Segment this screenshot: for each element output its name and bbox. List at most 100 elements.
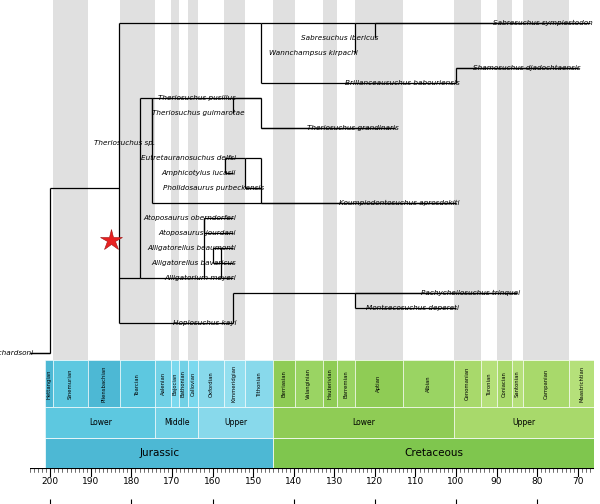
Bar <box>188 360 199 407</box>
Bar <box>323 0 337 360</box>
Text: 90: 90 <box>491 477 502 486</box>
Text: Oxfordian: Oxfordian <box>208 371 214 397</box>
Text: Santonian: Santonian <box>515 370 520 397</box>
Text: Upper: Upper <box>224 418 247 427</box>
Text: Callovian: Callovian <box>191 371 196 396</box>
Bar <box>497 360 512 407</box>
Text: Berriasian: Berriasian <box>281 370 287 397</box>
Text: Cenomanian: Cenomanian <box>465 367 470 401</box>
Text: 80: 80 <box>532 477 543 486</box>
Text: Aptian: Aptian <box>376 375 382 393</box>
Text: Alligatorellus beaumonti: Alligatorellus beaumonti <box>148 245 236 251</box>
Bar <box>355 360 403 407</box>
Bar <box>569 360 594 407</box>
Text: Turonian: Turonian <box>487 372 491 395</box>
Text: 170: 170 <box>163 477 181 486</box>
Text: Hettangian: Hettangian <box>47 369 52 399</box>
Bar <box>323 360 337 407</box>
Text: 150: 150 <box>245 477 262 486</box>
Text: 120: 120 <box>367 477 383 486</box>
Text: Bajocian: Bajocian <box>172 372 178 395</box>
Text: Sinemurian: Sinemurian <box>68 368 73 399</box>
Bar <box>245 0 274 360</box>
Text: Pliensbachian: Pliensbachian <box>101 365 107 402</box>
Text: Eutretauranosuchus delfsi: Eutretauranosuchus delfsi <box>141 155 236 161</box>
Text: Maastrichtian: Maastrichtian <box>579 366 584 402</box>
Text: 130: 130 <box>326 477 343 486</box>
Text: Theriosuchus sp.: Theriosuchus sp. <box>94 140 155 146</box>
Bar <box>30 0 53 360</box>
Text: Toarcian: Toarcian <box>136 373 140 395</box>
Bar <box>88 360 121 407</box>
Bar <box>171 360 179 407</box>
Bar <box>569 0 594 360</box>
Text: 160: 160 <box>204 477 221 486</box>
Text: 190: 190 <box>82 477 100 486</box>
Bar <box>295 0 323 360</box>
Text: 100: 100 <box>448 477 464 486</box>
Bar <box>45 407 155 438</box>
Text: Hoplosuchus kayi: Hoplosuchus kayi <box>173 320 236 326</box>
Bar <box>274 360 295 407</box>
Bar <box>224 360 245 407</box>
Bar <box>454 0 481 360</box>
Bar <box>171 0 179 360</box>
Text: 140: 140 <box>285 477 302 486</box>
Text: Barremian: Barremian <box>343 370 348 398</box>
Bar <box>155 0 171 360</box>
Bar <box>188 0 199 360</box>
Text: Coniacian: Coniacian <box>502 371 507 397</box>
Text: 70: 70 <box>572 477 584 486</box>
Text: Aalenian: Aalenian <box>161 372 166 395</box>
Text: Sabresuchus ibericus: Sabresuchus ibericus <box>301 35 378 40</box>
Text: Bathonian: Bathonian <box>181 370 186 397</box>
Text: Pachycheilosuchus trinquei: Pachycheilosuchus trinquei <box>421 290 520 296</box>
Text: Montsecosuchus depereti: Montsecosuchus depereti <box>366 305 459 311</box>
Text: Alligatorium meyeri: Alligatorium meyeri <box>164 275 236 281</box>
Text: Alligatorellus bavaricus: Alligatorellus bavaricus <box>151 260 236 266</box>
Bar <box>274 0 295 360</box>
Bar <box>295 360 323 407</box>
Bar <box>454 360 481 407</box>
Bar <box>179 360 188 407</box>
Text: Atoposaurus jourdani: Atoposaurus jourdani <box>158 230 236 236</box>
Bar <box>53 360 88 407</box>
Bar <box>274 438 594 468</box>
Text: Tithonian: Tithonian <box>257 371 262 396</box>
Bar <box>199 0 224 360</box>
Text: Pholidosaurus purbeckensis: Pholidosaurus purbeckensis <box>163 184 265 191</box>
Bar <box>403 0 454 360</box>
Text: Kimmeridgian: Kimmeridgian <box>232 365 236 402</box>
Text: Koumpiodontosuchus aprosdokiti: Koumpiodontosuchus aprosdokiti <box>339 200 459 206</box>
Bar <box>403 360 454 407</box>
Text: Protosuchus richardsoni: Protosuchus richardsoni <box>0 350 33 356</box>
Text: Upper: Upper <box>512 418 536 427</box>
Bar <box>245 360 274 407</box>
Text: Amphicotylus lucasii: Amphicotylus lucasii <box>162 170 236 176</box>
Bar <box>121 360 155 407</box>
Text: 200: 200 <box>42 477 59 486</box>
Bar <box>497 0 512 360</box>
Text: Lower: Lower <box>89 418 112 427</box>
Bar <box>155 360 171 407</box>
Bar <box>179 0 188 360</box>
Bar <box>454 407 594 438</box>
Bar <box>53 0 88 360</box>
Text: 180: 180 <box>123 477 140 486</box>
Bar <box>355 0 403 360</box>
Bar <box>45 438 274 468</box>
Text: 110: 110 <box>407 477 424 486</box>
Bar <box>481 0 497 360</box>
Text: Valanginian: Valanginian <box>306 368 311 399</box>
Bar <box>199 360 224 407</box>
Bar <box>523 0 569 360</box>
Text: Atoposaurus oberndorferi: Atoposaurus oberndorferi <box>143 215 236 221</box>
Text: Albian: Albian <box>426 375 431 392</box>
Text: Theriosuchus pusillus: Theriosuchus pusillus <box>158 95 236 101</box>
Bar <box>224 0 245 360</box>
Bar <box>274 407 454 438</box>
Bar <box>337 360 355 407</box>
Bar <box>45 360 53 407</box>
Text: Hauterivian: Hauterivian <box>327 368 332 399</box>
Bar <box>512 0 523 360</box>
